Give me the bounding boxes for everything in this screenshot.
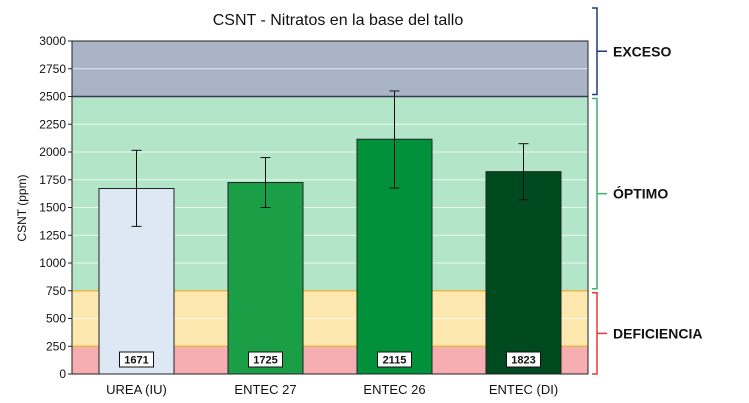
- y-tick-label: 750: [46, 284, 66, 298]
- data-label-box: [248, 351, 283, 368]
- zone-bracket: [592, 7, 598, 96]
- data-label-box: [377, 351, 412, 368]
- zone-bracket: [592, 97, 598, 290]
- chart-title: CSNT - Nitratos en la base del tallo: [213, 12, 464, 29]
- y-tick-labels: 0 250 500 750 1000 1250 1500 1750 2000 2250 2500 27…: [39, 34, 66, 381]
- zone-label: DEFICIENCIA: [613, 325, 702, 341]
- x-tick-label: ENTEC 26: [363, 382, 425, 397]
- bar: [485, 171, 562, 375]
- x-tick-label: ENTEC (DI): [489, 382, 558, 397]
- y-tick-label: 2500: [39, 90, 66, 104]
- y-tick-label: 2750: [39, 62, 66, 76]
- y-tick-label: 3000: [39, 34, 66, 48]
- data-label: 2115: [383, 355, 407, 367]
- y-tick-label: 2000: [39, 145, 66, 159]
- y-tick-label: 0: [59, 367, 66, 381]
- zone-bracket: [592, 292, 598, 375]
- data-label: 1671: [124, 355, 148, 367]
- x-tick-labels: UREA (IU) ENTEC 27 ENTEC 26 ENTEC (DI): [106, 382, 558, 397]
- y-tick-label: 500: [46, 312, 66, 326]
- bar: [227, 182, 304, 375]
- y-tick-label: 1750: [39, 173, 66, 187]
- zone-brackets: EXCESO ÓPTIMO DEFICIENCIA: [592, 7, 702, 375]
- data-label: 1823: [511, 355, 535, 367]
- bars: [98, 138, 562, 375]
- y-tick-label: 1500: [39, 201, 66, 215]
- zone-label: EXCESO: [613, 43, 671, 59]
- data-label-box: [119, 351, 154, 368]
- y-tick-label: 1250: [39, 228, 66, 242]
- data-label: 1725: [253, 355, 277, 367]
- zone-label: ÓPTIMO: [613, 185, 668, 202]
- data-label-box: [506, 351, 541, 368]
- y-axis-label: CSNT (ppm): [15, 174, 29, 241]
- data-labels: 1671 1725 2115 1823: [119, 351, 541, 368]
- y-tick-label: 2250: [39, 117, 66, 131]
- axes: [68, 40, 589, 375]
- error-bars: [131, 90, 529, 227]
- y-tick-label: 250: [46, 339, 66, 353]
- x-tick-label: ENTEC 27: [234, 382, 296, 397]
- x-tick-label: UREA (IU): [106, 382, 167, 397]
- y-tick-label: 1000: [39, 256, 66, 270]
